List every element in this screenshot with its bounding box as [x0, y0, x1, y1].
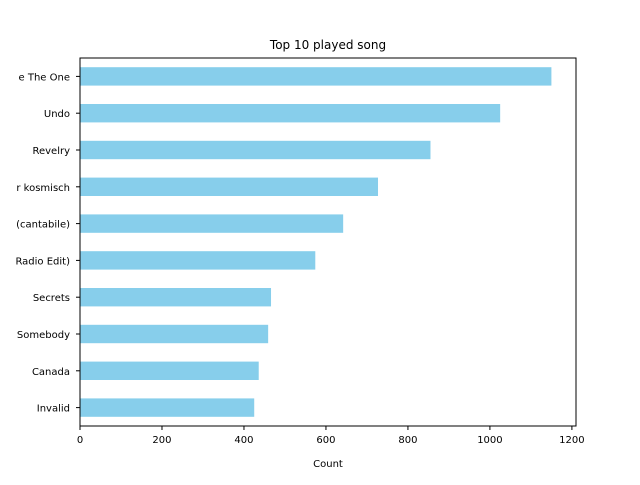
y-tick-label-2: Revelry [32, 146, 70, 157]
y-tick-label-1: Undo [44, 109, 70, 120]
y-tick-label-8: Canada [32, 367, 70, 378]
bar-6 [80, 288, 272, 307]
y-tick-label-5: Radio Edit) [15, 256, 70, 267]
y-tick-label-9: Invalid [37, 404, 70, 415]
x-tick-label-6: 1200 [559, 435, 584, 446]
y-tick-label-7: Somebody [17, 330, 70, 341]
bar-1 [80, 104, 501, 123]
y-ticks-group: e The One Undo Revelry r kosmisch (cantabile… [15, 72, 80, 415]
bar-5 [80, 251, 316, 270]
x-axis-label: Count [313, 459, 343, 470]
x-tick-label-4: 800 [398, 435, 417, 446]
y-tick-label-0: e The One [19, 72, 70, 83]
y-tick-label-4: (cantabile) [16, 220, 70, 231]
x-tick-label-5: 1000 [477, 435, 502, 446]
x-tick-label-1: 200 [152, 435, 171, 446]
x-tick-label-0: 0 [77, 435, 83, 446]
bar-8 [80, 361, 259, 380]
bar-7 [80, 324, 269, 344]
bar-3 [80, 177, 379, 196]
x-tick-label-3: 600 [316, 435, 335, 446]
plot-frame [79, 57, 577, 427]
y-tick-label-3: r kosmisch [16, 183, 70, 194]
bar-4 [80, 214, 344, 233]
bar-2 [80, 140, 431, 160]
bar-0 [80, 67, 552, 86]
x-ticks-group: 0 200 400 600 800 1000 1200 [77, 426, 585, 446]
chart-title: Top 10 played song [269, 38, 386, 52]
bar-9 [80, 398, 255, 417]
y-tick-label-6: Secrets [33, 293, 70, 304]
x-tick-label-2: 400 [234, 435, 253, 446]
bars-group [80, 67, 552, 417]
